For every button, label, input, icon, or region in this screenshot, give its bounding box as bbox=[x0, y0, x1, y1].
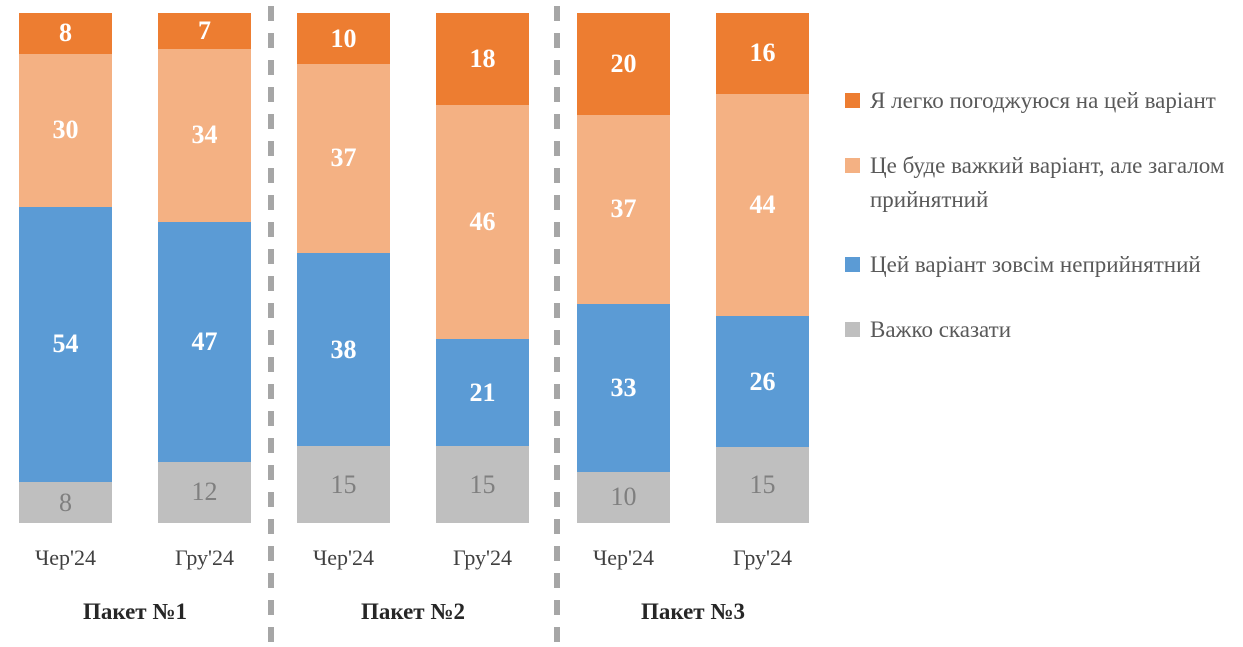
category-label: Гру'24 bbox=[732, 545, 792, 570]
bar-value-label: 12 bbox=[191, 477, 218, 507]
category-label: Чер'24 bbox=[34, 545, 97, 570]
bar-value-label: 10 bbox=[330, 23, 357, 53]
chart-group: 8 30 54 8 7 34 47 12 Чер'24 Гру'24 Пакет №1 bbox=[0, 0, 270, 647]
stacked-bar: 20 37 33 10 bbox=[577, 13, 670, 523]
bar-segment: 37 bbox=[297, 64, 390, 253]
bar-value-label: 15 bbox=[749, 470, 776, 500]
chart-group: 20 37 33 10 16 44 26 15 Чер'24 Гру'24 Пакет №3 bbox=[556, 0, 830, 647]
category-label: Гру'24 bbox=[452, 545, 512, 570]
bar-segment: 34 bbox=[158, 48, 251, 223]
stacked-bar: 7 34 47 12 bbox=[158, 13, 251, 523]
bar-value-label: 10 bbox=[610, 482, 637, 512]
category-labels: Чер'24 Гру'24 bbox=[556, 545, 830, 571]
legend-item: Я легко погоджуюся на цей варіант bbox=[845, 84, 1243, 118]
bar-segment: 15 bbox=[716, 447, 809, 523]
bar-value-label: 8 bbox=[59, 18, 72, 48]
bar-segment: 15 bbox=[436, 446, 529, 523]
bar-segment: 47 bbox=[158, 222, 251, 462]
bar-value-label: 37 bbox=[610, 194, 637, 224]
bar-segment: 15 bbox=[297, 446, 390, 523]
bar-value-label: 34 bbox=[191, 120, 218, 150]
category-label: Чер'24 bbox=[312, 545, 375, 570]
category-labels: Чер'24 Гру'24 bbox=[0, 545, 270, 571]
bar-segment: 10 bbox=[577, 471, 670, 523]
bar-segment: 16 bbox=[716, 13, 809, 94]
bar-segment: 46 bbox=[436, 104, 529, 340]
bar-value-label: 46 bbox=[469, 207, 496, 237]
legend-swatch-icon bbox=[845, 322, 860, 337]
category-labels: Чер'24 Гру'24 bbox=[270, 545, 556, 571]
bar-segment: 20 bbox=[577, 13, 670, 115]
bar-segment: 54 bbox=[19, 206, 112, 483]
bar-value-label: 15 bbox=[330, 469, 357, 499]
bar-value-label: 7 bbox=[198, 15, 211, 45]
legend-item: Цей варіант зовсім неприйнятний bbox=[845, 248, 1243, 282]
legend-label: Це буде важкий варіант, але загалом прий… bbox=[870, 153, 1225, 212]
group-label: Пакет №3 bbox=[641, 599, 745, 624]
bar-segment: 8 bbox=[19, 13, 112, 54]
legend-swatch-icon bbox=[845, 93, 860, 108]
bar-segment: 33 bbox=[577, 303, 670, 472]
bar-segment: 12 bbox=[158, 461, 251, 523]
bar-value-label: 21 bbox=[469, 377, 496, 407]
bar-value-label: 38 bbox=[330, 334, 357, 364]
stacked-bar: 18 46 21 15 bbox=[436, 13, 529, 523]
bars-row: 8 30 54 8 7 34 47 12 bbox=[0, 13, 270, 523]
bar-value-label: 8 bbox=[59, 487, 72, 517]
bar-segment: 7 bbox=[158, 13, 251, 49]
group-label: Пакет №1 bbox=[83, 599, 187, 624]
category-label: Чер'24 bbox=[592, 545, 655, 570]
bar-value-label: 54 bbox=[52, 329, 79, 359]
bar-segment: 44 bbox=[716, 93, 809, 316]
bar-value-label: 20 bbox=[610, 49, 637, 78]
bar-segment: 38 bbox=[297, 252, 390, 447]
bar-segment: 37 bbox=[577, 115, 670, 304]
bar-segment: 30 bbox=[19, 53, 112, 207]
chart-group: 10 37 38 15 18 46 21 15 Чер'24 Гру'24 Пакет №2 bbox=[270, 0, 556, 647]
bar-value-label: 15 bbox=[469, 469, 496, 499]
category-label: Гру'24 bbox=[174, 545, 234, 570]
bar-value-label: 30 bbox=[52, 115, 79, 145]
bar-value-label: 37 bbox=[330, 143, 357, 173]
legend-label: Я легко погоджуюся на цей варіант bbox=[870, 88, 1216, 113]
group-divider-1 bbox=[268, 6, 274, 642]
bar-segment: 18 bbox=[436, 13, 529, 105]
bar-segment: 21 bbox=[436, 339, 529, 447]
bar-value-label: 26 bbox=[749, 366, 776, 396]
stacked-bar: 8 30 54 8 bbox=[19, 13, 112, 523]
legend-label: Цей варіант зовсім неприйнятний bbox=[870, 252, 1201, 277]
bar-value-label: 44 bbox=[749, 189, 776, 219]
bars-row: 10 37 38 15 18 46 21 15 bbox=[270, 13, 556, 523]
legend-swatch-icon bbox=[845, 257, 860, 272]
bar-value-label: 16 bbox=[749, 38, 776, 68]
bar-value-label: 47 bbox=[191, 326, 218, 356]
stacked-bar: 16 44 26 15 bbox=[716, 13, 809, 523]
legend-swatch-icon bbox=[845, 158, 860, 173]
bar-segment: 26 bbox=[716, 315, 809, 448]
group-divider-2 bbox=[554, 6, 560, 642]
bar-segment: 8 bbox=[19, 482, 112, 523]
bar-segment: 10 bbox=[297, 13, 390, 64]
legend-item: Важко сказати bbox=[845, 313, 1243, 347]
stacked-bar: 10 37 38 15 bbox=[297, 13, 390, 523]
chart-legend: Я легко погоджуюся на цей варіант Це буде… bbox=[845, 84, 1243, 378]
bar-value-label: 18 bbox=[469, 43, 496, 73]
legend-item: Це буде важкий варіант, але загалом прий… bbox=[845, 149, 1243, 217]
group-label: Пакет №2 bbox=[361, 599, 465, 624]
bars-row: 20 37 33 10 16 44 26 15 bbox=[556, 13, 830, 523]
chart-area: 8 30 54 8 7 34 47 12 Чер'24 Гру'24 Пакет №1 10 37 38 1… bbox=[0, 0, 830, 647]
legend-label: Важко сказати bbox=[870, 317, 1011, 342]
bar-value-label: 33 bbox=[610, 372, 637, 402]
